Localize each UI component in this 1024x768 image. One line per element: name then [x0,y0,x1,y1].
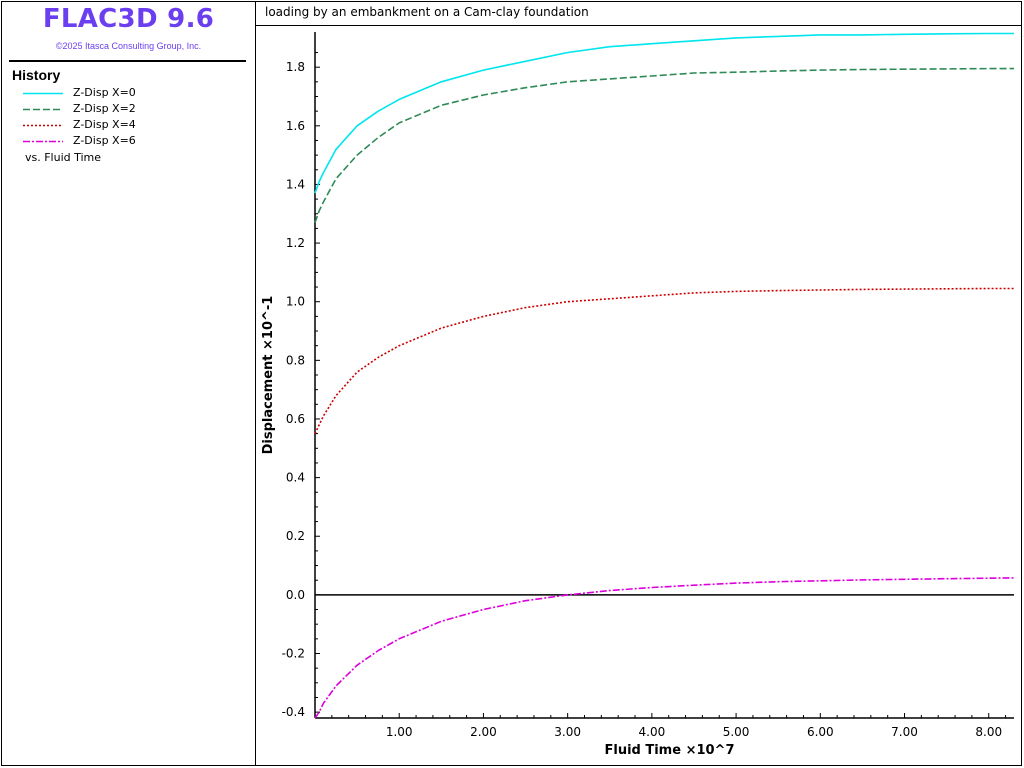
x-tick-label: 4.00 [639,725,666,739]
y-tick-label: -0.4 [282,705,305,719]
x-tick-label: 3.00 [554,725,581,739]
x-tick-label: 6.00 [807,725,834,739]
legend-swatch-3 [23,140,63,143]
legend-swatch-0 [23,92,63,95]
history-heading: History [12,67,61,83]
y-tick-label: 0.4 [286,471,305,485]
divider [9,60,246,62]
plot-title: loading by an embankment on a Cam-clay f… [265,5,589,19]
x-axis-title: Fluid Time ×10^7 [604,743,734,758]
y-tick-label: 1.0 [286,295,305,309]
history-chart: -0.4 -0.2 0.0 0.2 0.4 0.6 0.8 1.0 1.2 1.4 1.6 1.8 1.… [261,32,1015,758]
copyright-text: ©2025 Itasca Consulting Group, Inc. [55,41,202,51]
legend-label: Z-Disp X=0 [73,86,136,99]
legend-label: Z-Disp X=2 [73,102,136,115]
y-tick-label: 0.0 [286,588,305,602]
series-line-3 [314,577,1015,719]
legend-label: Z-Disp X=4 [73,118,136,131]
y-tick-label: 1.4 [286,177,305,191]
legend-item: Z-Disp X=6 [23,133,243,149]
y-tick-label: 0.2 [286,529,305,543]
x-tick-label: 8.00 [975,725,1002,739]
app-title: FLAC3D 9.6 [42,4,215,34]
legend-label: Z-Disp X=6 [73,134,136,147]
y-tick-label: 1.8 [286,60,305,74]
legend-item: Z-Disp X=2 [23,101,243,117]
y-tick-label: -0.2 [282,647,305,661]
y-tick-label: 1.6 [286,119,305,133]
legend-panel: FLAC3D 9.6 ©2025 Itasca Consulting Group… [1,1,256,766]
legend-swatch-1 [23,108,63,111]
legend-swatch-2 [23,124,63,127]
history-legend: Z-Disp X=0 Z-Disp X=2 Z-Disp X=4 Z-Disp … [23,85,243,149]
legend-item: Z-Disp X=0 [23,85,243,101]
series-line-0 [314,32,1014,194]
x-tick-label: 5.00 [723,725,750,739]
y-axis-title: Displacement ×10^-1 [261,296,276,455]
x-tick-label: 2.00 [470,725,497,739]
legend-item: Z-Disp X=4 [23,117,243,133]
series-line-1 [314,67,1014,223]
vs-fluid-time-label: vs. Fluid Time [25,151,102,164]
x-tick-label: 7.00 [891,725,918,739]
y-tick-label: 0.8 [286,353,305,367]
y-tick-label: 1.2 [286,236,305,250]
series-line-2 [314,287,1014,434]
x-tick-label: 1.00 [386,725,413,739]
y-tick-label: 0.6 [286,412,305,426]
plot-header: loading by an embankment on a Cam-clay f… [256,1,1021,26]
